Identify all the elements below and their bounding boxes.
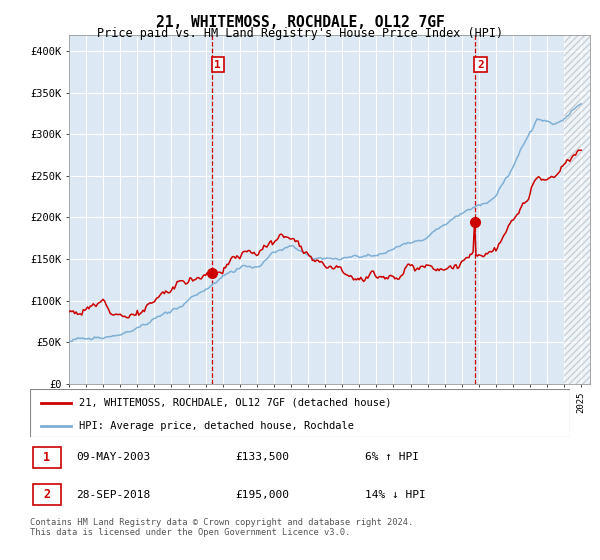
Text: Price paid vs. HM Land Registry's House Price Index (HPI): Price paid vs. HM Land Registry's House …	[97, 27, 503, 40]
Text: Contains HM Land Registry data © Crown copyright and database right 2024.
This d: Contains HM Land Registry data © Crown c…	[30, 518, 413, 538]
Text: 21, WHITEMOSS, ROCHDALE, OL12 7GF (detached house): 21, WHITEMOSS, ROCHDALE, OL12 7GF (detac…	[79, 398, 391, 408]
Text: 21, WHITEMOSS, ROCHDALE, OL12 7GF: 21, WHITEMOSS, ROCHDALE, OL12 7GF	[155, 15, 445, 30]
Text: 1: 1	[214, 60, 221, 69]
Text: £133,500: £133,500	[235, 452, 289, 462]
FancyBboxPatch shape	[33, 484, 61, 505]
Text: 28-SEP-2018: 28-SEP-2018	[76, 490, 150, 500]
Text: 1: 1	[43, 451, 50, 464]
FancyBboxPatch shape	[30, 389, 570, 437]
Text: 2: 2	[477, 60, 484, 69]
Text: 2: 2	[43, 488, 50, 501]
Text: £195,000: £195,000	[235, 490, 289, 500]
Text: 09-MAY-2003: 09-MAY-2003	[76, 452, 150, 462]
FancyBboxPatch shape	[33, 447, 61, 468]
Bar	[564, 35, 590, 384]
Text: 14% ↓ HPI: 14% ↓ HPI	[365, 490, 425, 500]
Text: 6% ↑ HPI: 6% ↑ HPI	[365, 452, 419, 462]
Bar	[564, 35, 590, 384]
Text: HPI: Average price, detached house, Rochdale: HPI: Average price, detached house, Roch…	[79, 421, 353, 431]
